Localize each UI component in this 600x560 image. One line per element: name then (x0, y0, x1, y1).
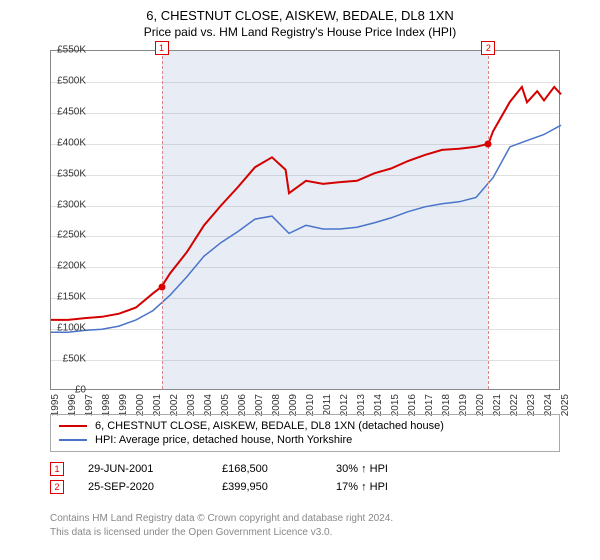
x-tick-label: 2009 (288, 394, 299, 416)
x-tick-label: 2010 (305, 394, 316, 416)
event-marker-box: 1 (155, 41, 169, 55)
x-tick-label: 1996 (67, 394, 78, 416)
legend-swatch (59, 439, 87, 441)
y-tick-label: £250K (57, 230, 86, 241)
x-tick-label: 2018 (441, 394, 452, 416)
x-tick-label: 2020 (475, 394, 486, 416)
event-row: 1 29-JUN-2001 £168,500 30% ↑ HPI (50, 460, 560, 478)
x-tick-label: 2023 (526, 394, 537, 416)
legend: 6, CHESTNUT CLOSE, AISKEW, BEDALE, DL8 1… (50, 414, 560, 452)
event-vline (162, 51, 163, 389)
event-pct: 30% ↑ HPI (336, 463, 388, 475)
x-tick-label: 2013 (356, 394, 367, 416)
y-tick-label: £450K (57, 106, 86, 117)
legend-label: 6, CHESTNUT CLOSE, AISKEW, BEDALE, DL8 1… (95, 420, 444, 432)
footer-attribution: Contains HM Land Registry data © Crown c… (50, 512, 560, 539)
chart-title: 6, CHESTNUT CLOSE, AISKEW, BEDALE, DL8 1… (0, 0, 600, 23)
event-vline (488, 51, 489, 389)
x-tick-label: 2021 (492, 394, 503, 416)
x-tick-label: 2004 (203, 394, 214, 416)
x-tick-label: 2007 (254, 394, 265, 416)
x-tick-label: 2014 (373, 394, 384, 416)
x-tick-label: 2015 (390, 394, 401, 416)
event-date: 29-JUN-2001 (88, 463, 198, 475)
x-tick-label: 1997 (84, 394, 95, 416)
x-tick-label: 2006 (237, 394, 248, 416)
x-tick-label: 2005 (220, 394, 231, 416)
x-tick-label: 2025 (560, 394, 571, 416)
x-tick-label: 2003 (186, 394, 197, 416)
x-tick-label: 2019 (458, 394, 469, 416)
series-line (51, 125, 561, 332)
x-tick-label: 2008 (271, 394, 282, 416)
y-tick-label: £150K (57, 292, 86, 303)
y-tick-label: £500K (57, 75, 86, 86)
event-price: £168,500 (222, 463, 312, 475)
footer-line: This data is licensed under the Open Gov… (50, 526, 560, 540)
y-tick-label: £400K (57, 137, 86, 148)
y-tick-label: £100K (57, 323, 86, 334)
y-tick-label: £200K (57, 261, 86, 272)
event-price: £399,950 (222, 481, 312, 493)
y-tick-label: £550K (57, 45, 86, 56)
footer-line: Contains HM Land Registry data © Crown c… (50, 512, 560, 526)
x-tick-label: 1999 (118, 394, 129, 416)
x-tick-label: 2024 (543, 394, 554, 416)
y-tick-label: £50K (63, 354, 86, 365)
event-table: 1 29-JUN-2001 £168,500 30% ↑ HPI 2 25-SEP-202… (50, 460, 560, 496)
event-number-box: 2 (50, 480, 64, 494)
x-tick-label: 1995 (50, 394, 61, 416)
event-dot (485, 140, 492, 147)
event-dot (158, 283, 165, 290)
series-line (51, 87, 561, 320)
x-tick-label: 2002 (169, 394, 180, 416)
event-row: 2 25-SEP-2020 £399,950 17% ↑ HPI (50, 478, 560, 496)
line-series-svg (51, 51, 559, 389)
chart-subtitle: Price paid vs. HM Land Registry's House … (0, 23, 600, 45)
x-tick-label: 2022 (509, 394, 520, 416)
x-tick-label: 2001 (152, 394, 163, 416)
event-marker-box: 2 (481, 41, 495, 55)
y-tick-label: £350K (57, 168, 86, 179)
event-number-box: 1 (50, 462, 64, 476)
legend-swatch (59, 425, 87, 427)
chart-container: 6, CHESTNUT CLOSE, AISKEW, BEDALE, DL8 1… (0, 0, 600, 560)
legend-item: HPI: Average price, detached house, Nort… (59, 433, 551, 447)
y-tick-label: £300K (57, 199, 86, 210)
x-tick-label: 2012 (339, 394, 350, 416)
x-tick-label: 2017 (424, 394, 435, 416)
legend-item: 6, CHESTNUT CLOSE, AISKEW, BEDALE, DL8 1… (59, 419, 551, 433)
plot-area: 12 (50, 50, 560, 390)
x-tick-label: 2000 (135, 394, 146, 416)
x-tick-label: 2016 (407, 394, 418, 416)
legend-label: HPI: Average price, detached house, Nort… (95, 434, 352, 446)
x-tick-label: 1998 (101, 394, 112, 416)
x-tick-label: 2011 (322, 394, 333, 416)
event-date: 25-SEP-2020 (88, 481, 198, 493)
event-pct: 17% ↑ HPI (336, 481, 388, 493)
